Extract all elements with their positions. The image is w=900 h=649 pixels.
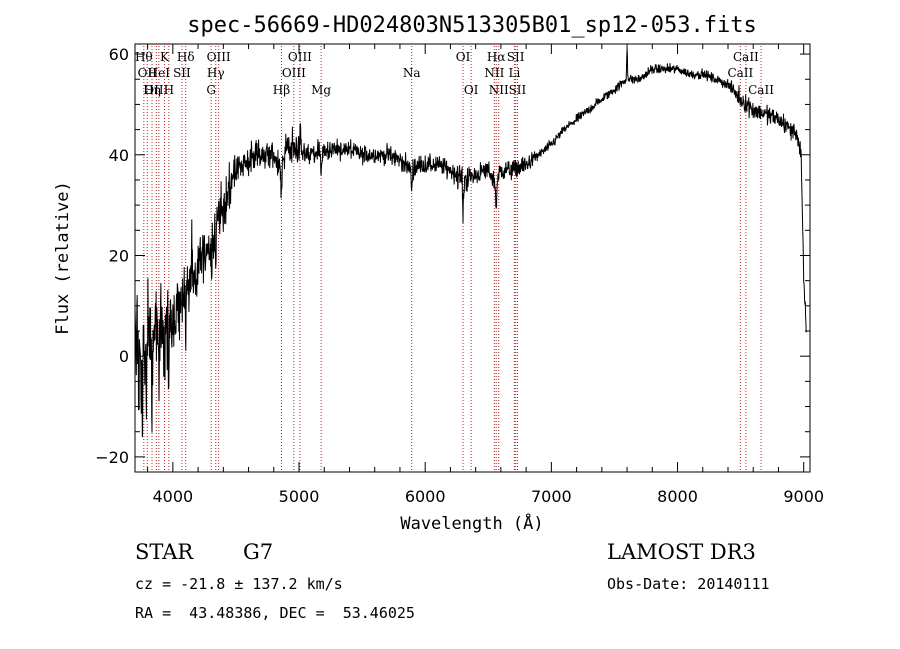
spectral-line-label: NII — [484, 66, 504, 80]
x-tick-label: 4000 — [152, 487, 193, 506]
x-axis-ticks: 4000 5000 6000 7000 8000 9000 — [147, 44, 824, 506]
velocity-readout: cz = -21.8 ± 137.2 km/s — [135, 575, 343, 593]
spectral-line-label: Hα — [487, 50, 506, 64]
spectral-line-label: OIII — [288, 50, 312, 64]
object-subclass: G7 — [243, 540, 274, 564]
spectral-line-label: Hβ — [273, 83, 290, 97]
y-axis-ticks: −20 0 20 40 60 — [95, 45, 810, 467]
spectrum-series — [134, 48, 807, 438]
spectral-line-markers — [143, 46, 762, 472]
spectral-line-label: OI — [456, 50, 471, 64]
spectral-line-label: G — [206, 83, 216, 97]
x-tick-label: 5000 — [279, 487, 320, 506]
spectral-line-label: Li — [508, 66, 520, 80]
spectrum-line — [134, 48, 807, 438]
spectral-line-label: CaII — [733, 50, 759, 64]
plot-frame — [134, 43, 811, 473]
y-tick-label: −20 — [95, 448, 129, 467]
coordinates-readout: RA = 43.48386, DEC = 53.46025 — [135, 604, 415, 622]
spectral-line-label: SII — [173, 66, 191, 80]
x-tick-label: 8000 — [657, 487, 698, 506]
spectral-line-label: NII — [489, 83, 509, 97]
spectral-line-label: K — [160, 50, 170, 64]
spectral-line-label: HeI — [148, 66, 171, 80]
spectral-line-label: Mg — [311, 83, 331, 97]
y-tick-label: 0 — [119, 347, 129, 366]
spectral-line-label: Hδ — [177, 50, 195, 64]
spectral-line-label: OIII — [144, 83, 168, 97]
y-tick-label: 60 — [109, 45, 129, 64]
spectral-line-label: CaII — [727, 66, 753, 80]
spectral-line-label: OIII — [282, 66, 306, 80]
y-tick-label: 40 — [109, 146, 129, 165]
spectral-line-label: Hγ — [207, 66, 225, 80]
spectral-line-label: Na — [403, 66, 421, 80]
spectral-line-labels: HθOIIHηOIIIHeIKHSIIHδGHγOIIIHβOIIIOIIIMg… — [135, 50, 774, 97]
x-axis-label: Wavelength (Å) — [400, 512, 543, 534]
spectral-line-label: OIII — [207, 50, 231, 64]
survey-name: LAMOST DR3 — [607, 540, 756, 564]
spectral-line-label: SII — [509, 83, 527, 97]
spectral-line-label: Hη — [143, 83, 161, 97]
x-tick-label: 6000 — [405, 487, 446, 506]
observation-date: Obs-Date: 20140111 — [607, 575, 770, 593]
spectral-line-label: Hθ — [135, 50, 153, 64]
plot-title: spec-56669-HD024803N513305B01_sp12-053.f… — [187, 13, 757, 38]
x-tick-label: 7000 — [531, 487, 572, 506]
x-tick-label: 9000 — [783, 487, 824, 506]
object-class: STAR — [135, 540, 194, 564]
y-axis-label: Flux (relative) — [53, 181, 73, 335]
spectral-line-label: CaII — [748, 83, 774, 97]
spectral-line-label: OII — [138, 66, 158, 80]
spectral-line-label: OI — [464, 83, 479, 97]
spectral-line-label: H — [164, 83, 174, 97]
y-tick-label: 20 — [109, 246, 129, 265]
spectral-line-label: SII — [507, 50, 525, 64]
